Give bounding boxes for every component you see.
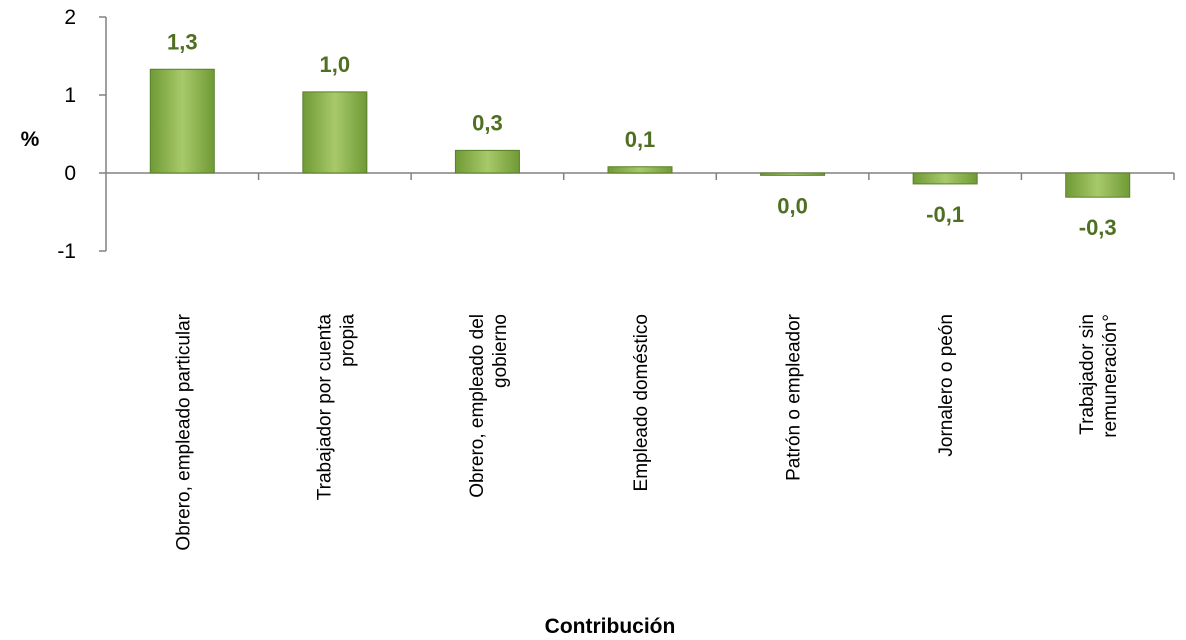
category-label: Trabajador por cuenta propia <box>314 314 358 501</box>
bar <box>1065 172 1131 198</box>
category-label: Trabajador sin remuneración° <box>1077 314 1121 438</box>
category-label-line: Trabajador sin <box>1077 314 1098 435</box>
y-axis-title: % <box>21 128 40 151</box>
category-label: Empleado doméstico <box>631 314 652 491</box>
bar <box>302 91 368 174</box>
category-label-line: Obrero, empleado particular <box>173 313 194 550</box>
labels: 1,3 Obrero, empleado particular 1,0 Trabaja… <box>167 29 1121 550</box>
bar <box>454 149 520 174</box>
data-label: 1,0 <box>320 52 351 77</box>
category-label: Jornalero o peón <box>936 314 957 457</box>
x-axis-title: Contribución <box>545 615 676 638</box>
bar <box>607 166 673 174</box>
y-tick-label: -1 <box>57 240 76 263</box>
axes: -1 0 1 2 <box>57 6 1175 263</box>
category-label-line: Empleado doméstico <box>631 314 652 491</box>
y-tick-label: 2 <box>64 6 76 29</box>
category-label-line: Jornalero o peón <box>936 314 957 457</box>
category-label-line: remuneración° <box>1100 314 1121 438</box>
bars <box>149 68 1131 198</box>
y-tick-label: 0 <box>64 162 76 185</box>
data-label: -0,1 <box>926 202 964 227</box>
category-label: Obrero, empleado del gobierno <box>467 314 511 498</box>
bar <box>760 172 826 176</box>
category-label-line: Obrero, empleado del <box>467 314 488 498</box>
category-label-line: gobierno <box>490 314 511 388</box>
category-label-line: propia <box>337 314 358 367</box>
y-tick-label: 1 <box>64 84 76 107</box>
category-label: Patrón o empleador <box>784 313 805 481</box>
data-label: 0,1 <box>625 127 656 152</box>
bar <box>912 172 978 185</box>
data-label: 0,0 <box>777 193 808 218</box>
category-label: Obrero, empleado particular <box>173 313 194 550</box>
category-label-line: Trabajador por cuenta <box>314 314 335 501</box>
bar <box>149 68 215 174</box>
category-label-line: Patrón o empleador <box>784 313 805 481</box>
data-label: 0,3 <box>472 110 503 135</box>
data-label: -0,3 <box>1079 215 1117 240</box>
data-label: 1,3 <box>167 29 198 54</box>
